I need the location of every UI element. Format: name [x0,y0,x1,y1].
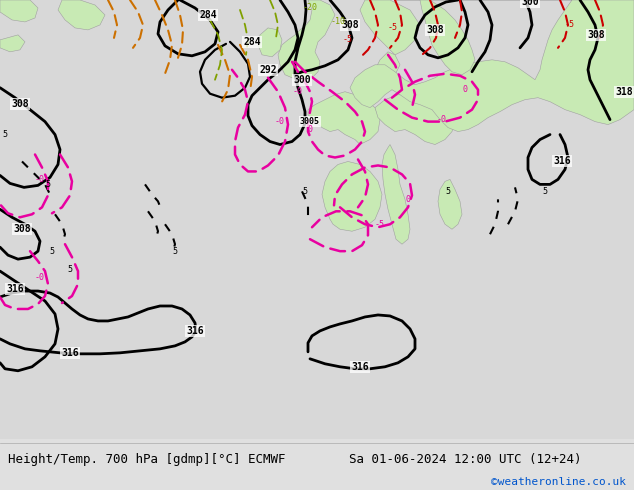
Text: Sa 01-06-2024 12:00 UTC (12+24): Sa 01-06-2024 12:00 UTC (12+24) [349,453,581,466]
Text: 0: 0 [307,125,313,134]
Polygon shape [322,162,382,231]
Text: -0: -0 [275,117,285,126]
Polygon shape [382,145,410,244]
Text: 316: 316 [186,326,204,336]
Text: 316: 316 [6,284,24,294]
Text: 5: 5 [67,265,72,273]
Polygon shape [0,0,38,22]
Polygon shape [420,0,475,75]
Text: -5: -5 [388,24,398,32]
Text: 5: 5 [172,246,178,256]
Polygon shape [58,0,105,30]
Text: 5: 5 [49,246,55,256]
Text: 300: 300 [521,0,539,7]
Text: 316: 316 [553,156,571,167]
Polygon shape [308,92,380,145]
Polygon shape [360,0,420,55]
Text: 308: 308 [13,224,31,234]
Text: 316: 316 [61,348,79,358]
Text: 5: 5 [446,187,451,196]
Polygon shape [258,28,282,57]
Text: 300: 300 [293,75,311,85]
Text: -0: -0 [35,175,45,184]
Polygon shape [0,35,25,52]
Polygon shape [350,0,634,132]
Text: ©weatheronline.co.uk: ©weatheronline.co.uk [491,477,626,488]
Text: 5: 5 [46,180,51,189]
Text: -20: -20 [302,3,318,12]
Text: -0: -0 [437,115,447,124]
Text: 284: 284 [199,10,217,20]
Text: 0: 0 [462,85,467,94]
Text: 308: 308 [341,20,359,30]
Text: 318: 318 [615,87,633,97]
Text: 292: 292 [259,65,277,75]
Polygon shape [438,179,462,229]
Text: -0: -0 [35,272,45,282]
Text: 3005: 3005 [300,117,320,126]
Text: 0: 0 [406,195,410,204]
Polygon shape [375,92,455,145]
Text: 5: 5 [3,130,8,139]
Text: 284: 284 [243,37,261,47]
Text: 308: 308 [426,25,444,35]
Text: Height/Temp. 700 hPa [gdmp][°C] ECMWF: Height/Temp. 700 hPa [gdmp][°C] ECMWF [8,453,285,466]
Text: 5: 5 [302,187,307,196]
Text: -5: -5 [343,35,353,45]
Text: -5: -5 [565,21,575,29]
Text: -5: -5 [375,220,385,229]
Text: 308: 308 [11,98,29,109]
Text: -10: -10 [330,18,346,26]
Text: 308: 308 [587,30,605,40]
Text: 316: 316 [351,362,369,372]
Text: -0: -0 [293,87,303,96]
Polygon shape [370,52,400,88]
Polygon shape [278,0,335,80]
Text: 5: 5 [543,187,548,196]
